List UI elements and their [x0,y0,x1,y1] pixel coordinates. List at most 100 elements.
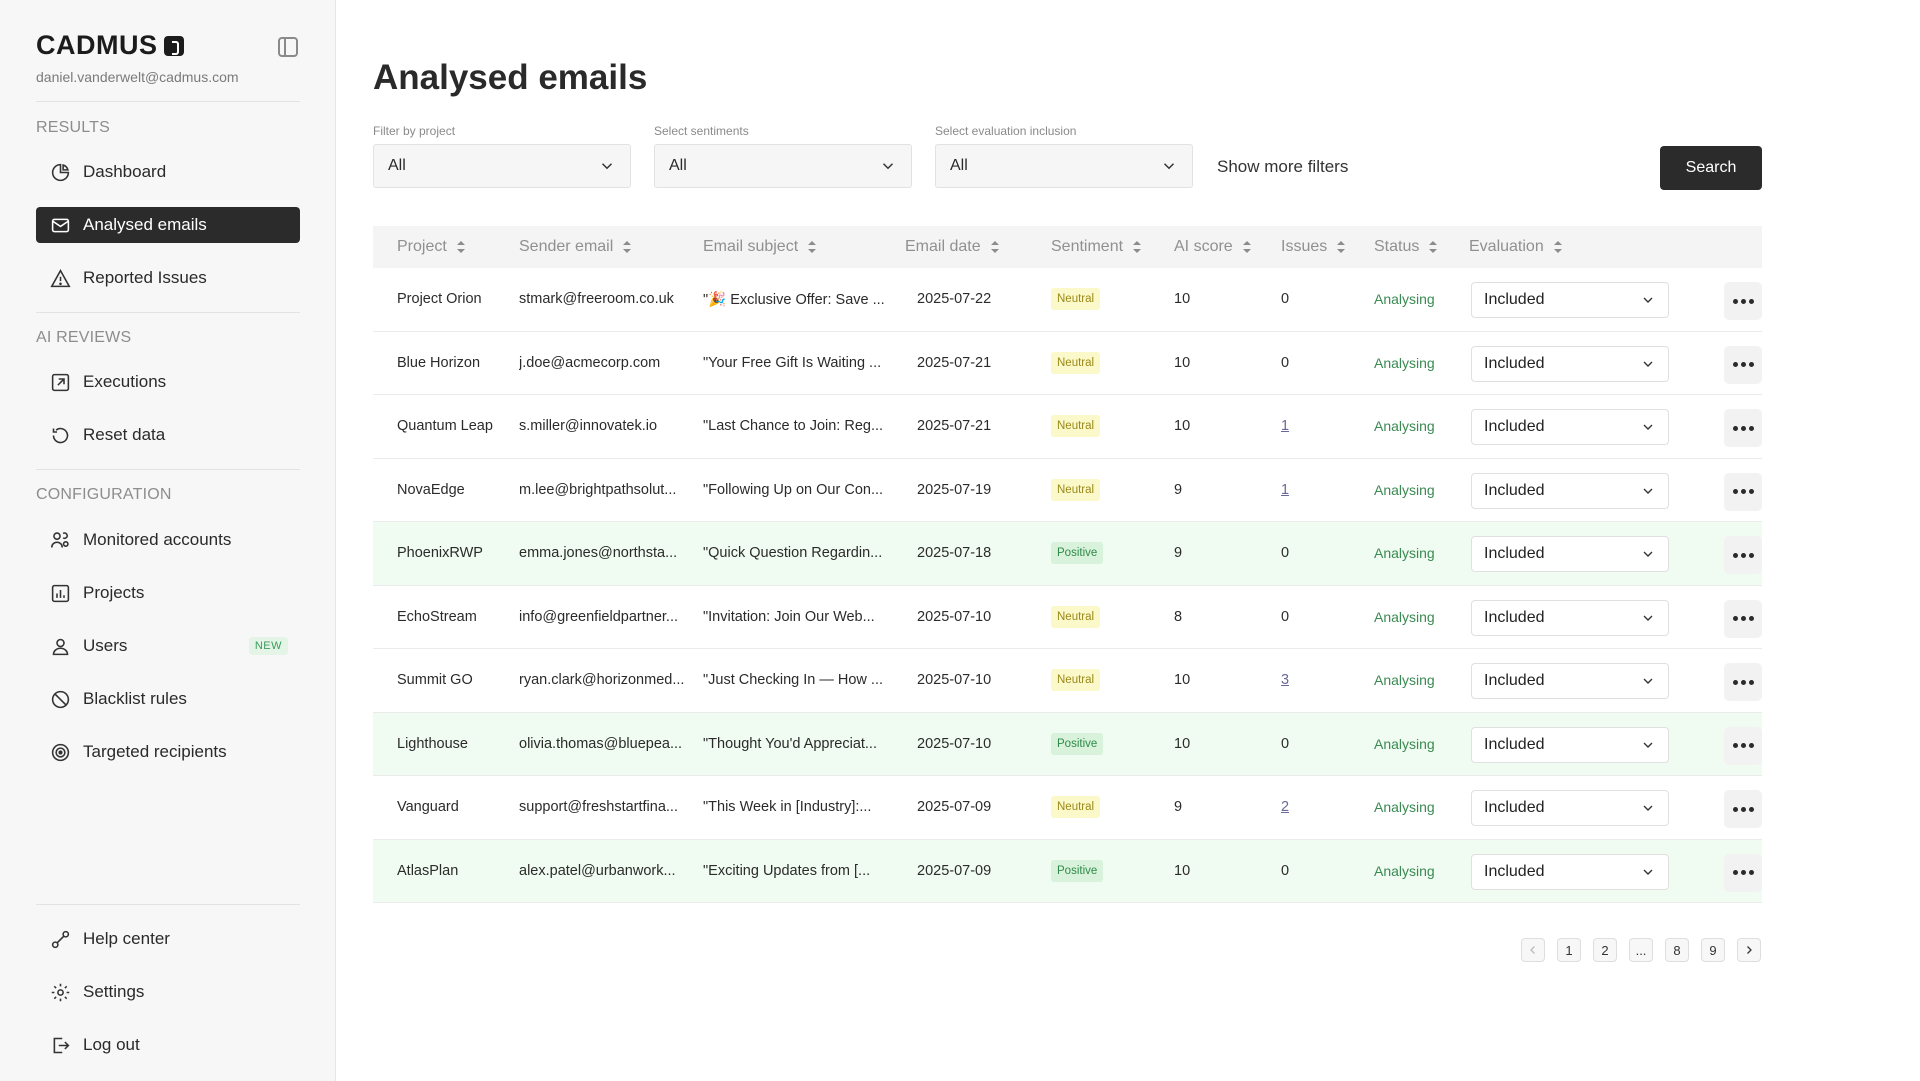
sentiment-badge: Positive [1051,859,1104,882]
search-button[interactable]: Search [1660,146,1762,190]
sentiment-cell: Neutral [1051,395,1101,458]
prev-page-button[interactable] [1521,938,1545,962]
page-button[interactable]: 9 [1701,938,1725,962]
chevron-down-icon [1643,551,1653,557]
sentiment-badge: Neutral [1051,288,1101,311]
evaluation-select[interactable]: All [935,144,1193,188]
sidebar-item-blacklist-rules[interactable]: Blacklist rules [36,681,300,717]
table-row[interactable]: Vanguard support@freshstartfina... "This W… [373,776,1762,840]
table-row[interactable]: PhoenixRWP emma.jones@northsta... "Quick Q… [373,522,1762,586]
sidebar-item-help-center[interactable]: Help center [36,921,300,957]
sidebar-collapse-icon[interactable] [278,37,298,57]
row-actions-button[interactable] [1724,726,1762,765]
sidebar-item-label: Log out [83,1035,140,1054]
evaluation-dropdown[interactable]: Included [1471,599,1669,636]
sidebar-item-label: Dashboard [83,162,167,181]
more-dots-icon [1732,298,1738,304]
sentiment-select[interactable]: All [654,144,912,188]
column-header-project[interactable]: Project [397,226,465,268]
row-actions-button[interactable] [1724,853,1762,892]
page-button[interactable]: 1 [1557,938,1581,962]
evaluation-dropdown[interactable]: Included [1471,282,1669,318]
table-row[interactable]: Summit GO ryan.clark@horizonmed... "Just C… [373,649,1762,713]
column-header-issues[interactable]: Issues [1281,226,1346,268]
brand[interactable]: CADMUS [36,30,184,61]
issues-count[interactable]: 1 [1281,481,1290,498]
column-header-status[interactable]: Status [1374,226,1438,268]
sidebar-item-label: Executions [83,372,167,391]
project-cell: Quantum Leap [397,418,493,435]
next-page-button[interactable] [1737,938,1761,962]
sidebar-item-log-out[interactable]: Log out [36,1027,300,1063]
sidebar-item-executions[interactable]: Executions [36,364,300,400]
emails-table: Project Sender email Email subject Email… [373,226,1762,903]
row-actions-button[interactable] [1724,599,1762,638]
sidebar-item-label: Targeted recipients [83,742,227,761]
column-label: Sentiment [1051,238,1124,255]
sidebar-item-settings[interactable]: Settings [36,974,300,1010]
column-header-sender-email[interactable]: Sender email [519,226,632,268]
evaluation-dropdown[interactable]: Included [1471,472,1669,509]
sender-email-cell: emma.jones@northsta... [519,545,678,562]
page-button[interactable]: 8 [1665,938,1689,962]
evaluation-dropdown[interactable]: Included [1471,726,1669,763]
evaluation-dropdown[interactable]: Included [1471,536,1669,572]
sidebar-item-users[interactable]: Users NEW [36,628,300,664]
sidebar-item-reset-data[interactable]: Reset data [36,417,300,453]
evaluation-dropdown[interactable]: Included [1471,409,1669,445]
table-row[interactable]: Blue Horizon j.doe@acmecorp.com "Your Free… [373,332,1762,395]
sidebar-item-label: Analysed emails [83,215,207,234]
column-header-ai-score[interactable]: AI score [1174,226,1251,268]
email-subject-cell: "Last Chance to Join: Reg... [703,418,884,435]
sentiment-badge: Neutral [1051,351,1101,374]
evaluation-dropdown[interactable]: Included [1471,853,1669,890]
chevron-down-icon [1643,678,1653,684]
evaluation-dropdown[interactable]: Included [1471,345,1669,382]
sidebar-item-monitored-accounts[interactable]: Monitored accounts [36,522,300,558]
table-row[interactable]: Project Orion stmark@freeroom.co.uk "🎉 Exc… [373,268,1762,332]
sidebar-item-analysed-emails[interactable]: Analysed emails [36,207,300,243]
email-date-cell: 2025-07-21 [917,354,992,371]
status-cell: Analysing [1374,608,1435,625]
sentiment-badge: Neutral [1051,796,1101,819]
table-row[interactable]: EchoStream info@greenfieldpartner... "Invi… [373,586,1762,649]
table-row[interactable]: Lighthouse olivia.thomas@bluepea... "Thoug… [373,712,1762,776]
row-actions-button[interactable] [1724,345,1762,384]
sidebar-item-dashboard[interactable]: Dashboard [36,154,300,190]
row-actions-button[interactable] [1724,790,1762,828]
sender-email-cell: alex.patel@urbanwork... [519,862,676,879]
sidebar-item-projects[interactable]: Projects [36,575,300,611]
row-actions-button[interactable] [1724,409,1762,447]
bar-chart-icon [49,582,71,604]
table-row[interactable]: AtlasPlan alex.patel@urbanwork... "Excitin… [373,839,1762,903]
column-header-email-subject[interactable]: Email subject [703,226,817,268]
sort-icon [990,241,999,253]
column-header-email-date[interactable]: Email date [905,226,999,268]
column-header-evaluation[interactable]: Evaluation [1469,226,1562,268]
more-dots-icon [1740,616,1746,621]
table-row[interactable]: NovaEdge m.lee@brightpathsolut... "Followi… [373,459,1762,522]
sidebar-item-targeted-recipients[interactable]: Targeted recipients [36,734,300,770]
row-actions-button[interactable] [1724,663,1762,701]
column-header-sentiment[interactable]: Sentiment [1051,226,1142,268]
show-more-filters-button[interactable]: Show more filters [1217,157,1349,176]
row-actions-button[interactable] [1724,472,1762,511]
issues-count: 0 [1281,354,1290,371]
column-label: Email subject [703,238,799,255]
issues-count[interactable]: 2 [1281,799,1290,816]
pagination: 1 2 ... 8 9 [1521,938,1761,962]
more-dots-icon [1740,552,1746,558]
issues-count[interactable]: 3 [1281,672,1290,689]
row-actions-button[interactable] [1724,282,1762,320]
evaluation-dropdown[interactable]: Included [1471,663,1669,699]
more-dots-icon [1740,362,1746,367]
table-row[interactable]: Quantum Leap s.miller@innovatek.io "Last C… [373,395,1762,459]
sentiment-badge: Positive [1051,732,1104,755]
evaluation-dropdown[interactable]: Included [1471,790,1669,826]
page-button[interactable]: 2 [1593,938,1617,962]
issues-count[interactable]: 1 [1281,418,1290,435]
column-label: AI score [1174,238,1233,255]
row-actions-button[interactable] [1724,536,1762,574]
sidebar-item-reported-issues[interactable]: Reported Issues [36,260,300,296]
project-select[interactable]: All [373,144,631,188]
